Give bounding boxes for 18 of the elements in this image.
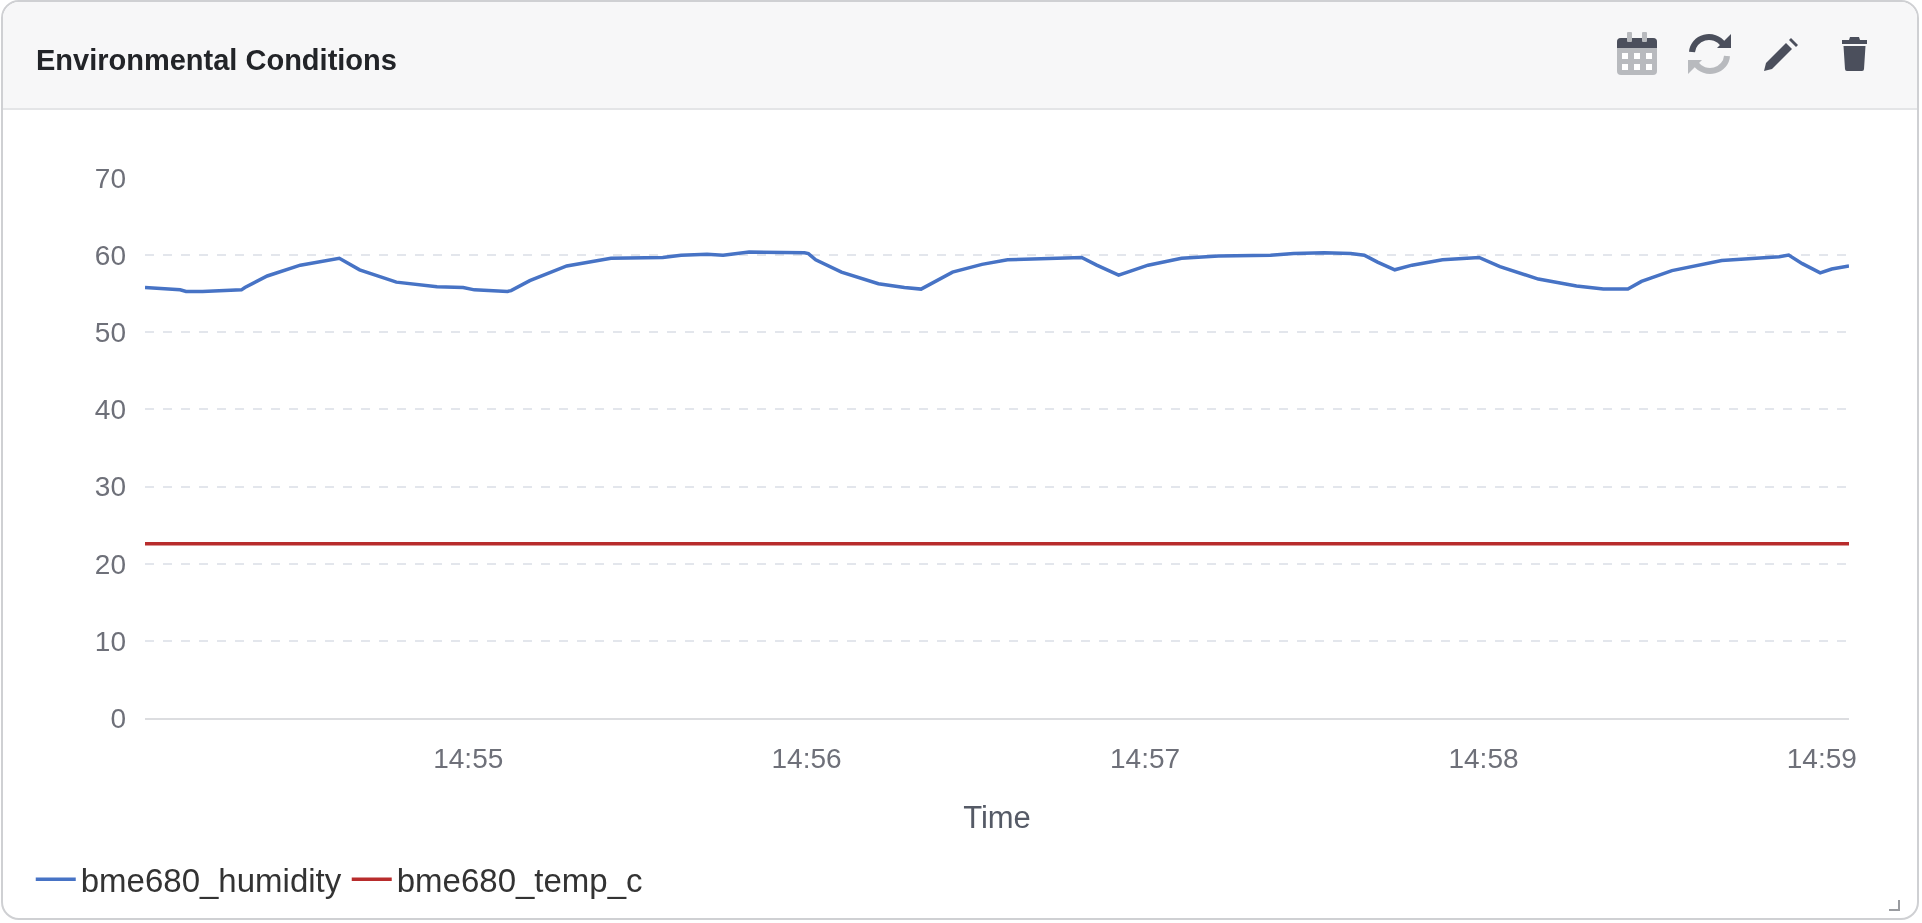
x-tick-label: 14:59 (1786, 742, 1857, 774)
y-tick-label: 30 (94, 471, 126, 503)
y-tick-label: 60 (94, 239, 126, 271)
x-tick-label: 14:56 (771, 742, 842, 774)
y-tick-label: 70 (94, 162, 126, 194)
line-series (145, 250, 1849, 294)
y-tick-label: 10 (94, 625, 126, 657)
y-tick-label: 40 (94, 394, 126, 426)
x-axis-title: Time (963, 800, 1031, 836)
chart-title: Environmental Conditions (36, 43, 397, 78)
legend-label: bme680_temp_c (396, 862, 643, 900)
x-tick-label: 14:58 (1448, 742, 1519, 774)
legend-label: bme680_humidity (80, 862, 342, 900)
y-tick-label: 20 (94, 548, 126, 580)
y-tick-label: 50 (94, 317, 126, 349)
y-tick-label: 0 (110, 702, 126, 734)
x-tick-label: 14:55 (433, 742, 504, 774)
x-tick-label: 14:57 (1109, 742, 1181, 774)
